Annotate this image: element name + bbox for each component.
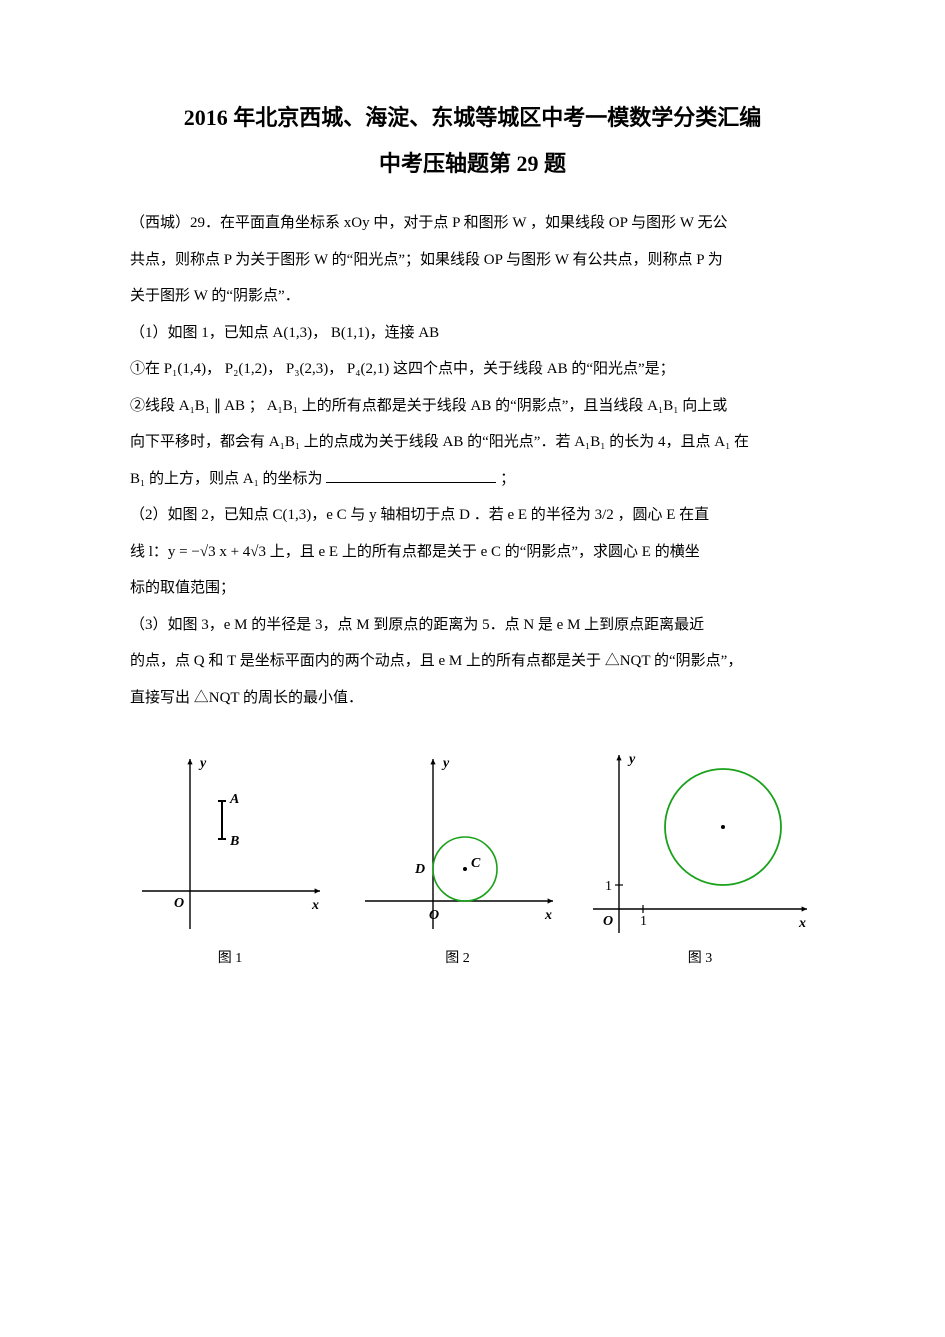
svg-text:O: O: [429, 908, 439, 923]
svg-text:D: D: [414, 862, 425, 877]
page: 2016 年北京西城、海淀、东城等城区中考一模数学分类汇编 中考压轴题第 29 …: [0, 0, 945, 1027]
q1-sub-a: ①在 P₁(1,4)， P₂(1,2)， P₃(2,3)， P₄(2,1) 这四…: [130, 352, 815, 387]
figure-3-block: 1 1 Ox y 图 3: [585, 741, 815, 967]
svg-text:B: B: [229, 834, 239, 849]
figure-1-caption: 图 1: [218, 947, 243, 967]
svg-text:x: x: [311, 898, 319, 913]
answer-blank: [326, 467, 496, 483]
intro-para-2: 共点，则称点 P 为关于图形 W 的“阳光点”；如果线段 OP 与图形 W 有公…: [130, 243, 815, 278]
svg-text:1: 1: [605, 879, 612, 894]
q1-sub-b-line3-pre: B₁ 的上方，则点 A₁ 的坐标为: [130, 471, 323, 487]
svg-text:x: x: [544, 908, 552, 923]
figure-3-caption: 图 3: [688, 947, 713, 967]
svg-text:C: C: [471, 856, 481, 871]
doc-title-line1: 2016 年北京西城、海淀、东城等城区中考一模数学分类汇编: [130, 100, 815, 132]
figure-1-block: A B Ox y 图 1: [130, 741, 330, 967]
intro-para-1: （西城）29．在平面直角坐标系 xOy 中，对于点 P 和图形 W ，如果线段 …: [130, 206, 815, 241]
q1-sub-b-line1: ②线段 A₁B₁ ∥ AB ； A₁B₁ 上的所有点都是关于线段 AB 的“阴影…: [130, 389, 815, 424]
q1-heading: （1）如图 1，已知点 A(1,3)， B(1,1)，连接 AB: [130, 316, 815, 351]
q1-sub-b-line3: B₁ 的上方，则点 A₁ 的坐标为 ；: [130, 462, 815, 497]
svg-text:y: y: [441, 756, 450, 771]
svg-text:O: O: [603, 914, 613, 929]
svg-text:1: 1: [640, 914, 647, 929]
svg-text:O: O: [174, 896, 184, 911]
figures-row: A B Ox y 图 1 C D Ox y 图 2 1 1 Ox y 图 3: [130, 741, 815, 967]
figure-2-block: C D Ox y 图 2: [353, 741, 563, 967]
q3-line2: 的点，点 Q 和 T 是坐标平面内的两个动点，且 e M 上的所有点都是关于 △…: [130, 644, 815, 679]
intro-para-3: 关于图形 W 的“阴影点”．: [130, 279, 815, 314]
q2-line2: 线 l：y = −√3 x + 4√3 上，且 e E 上的所有点都是关于 e …: [130, 535, 815, 570]
figure-3: 1 1 Ox y: [585, 741, 815, 941]
q3-line1: （3）如图 3，e M 的半径是 3，点 M 到原点的距离为 5．点 N 是 e…: [130, 608, 815, 643]
figure-2: C D Ox y: [353, 741, 563, 941]
q2-line3: 标的取值范围；: [130, 571, 815, 606]
figure-1: A B Ox y: [130, 741, 330, 941]
q3-line3: 直接写出 △NQT 的周长的最小值．: [130, 681, 815, 716]
svg-text:A: A: [229, 792, 239, 807]
svg-text:y: y: [198, 756, 207, 771]
doc-title-line2: 中考压轴题第 29 题: [130, 146, 815, 178]
figure-2-caption: 图 2: [445, 947, 470, 967]
svg-text:y: y: [627, 752, 636, 767]
svg-text:x: x: [798, 916, 806, 931]
q1-sub-b-line2: 向下平移时，都会有 A₁B₁ 上的点成为关于线段 AB 的“阳光点”．若 A₁B…: [130, 425, 815, 460]
q2-line1: （2）如图 2，已知点 C(1,3)，e C 与 y 轴相切于点 D ．若 e …: [130, 498, 815, 533]
q1-sub-b-line3-post: ；: [500, 471, 515, 487]
